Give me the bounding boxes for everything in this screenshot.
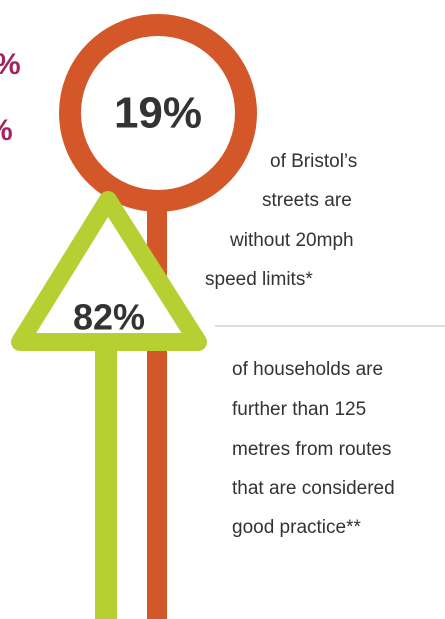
triangle-sign-pole: [95, 340, 117, 619]
fact-line: without 20mph: [229, 230, 354, 251]
fact-line: of households are: [232, 359, 383, 380]
edge-label: %: [0, 48, 21, 81]
fact-line: streets are: [262, 190, 352, 211]
circle-sign: [59, 14, 257, 212]
triangle-sign: [11, 191, 207, 351]
triangle-sign-label: 82%: [73, 297, 145, 338]
circle-sign-label: 19%: [114, 89, 202, 138]
fact-line: speed limits*: [205, 269, 313, 290]
fact-line: good practice**: [232, 517, 361, 538]
fact-line: of Bristol’s: [270, 151, 357, 172]
edge-label: %: [0, 114, 13, 147]
fact-line: metres from routes: [232, 439, 391, 460]
fact-line: that are considered: [232, 478, 395, 499]
fact-line: further than 125: [232, 399, 366, 420]
